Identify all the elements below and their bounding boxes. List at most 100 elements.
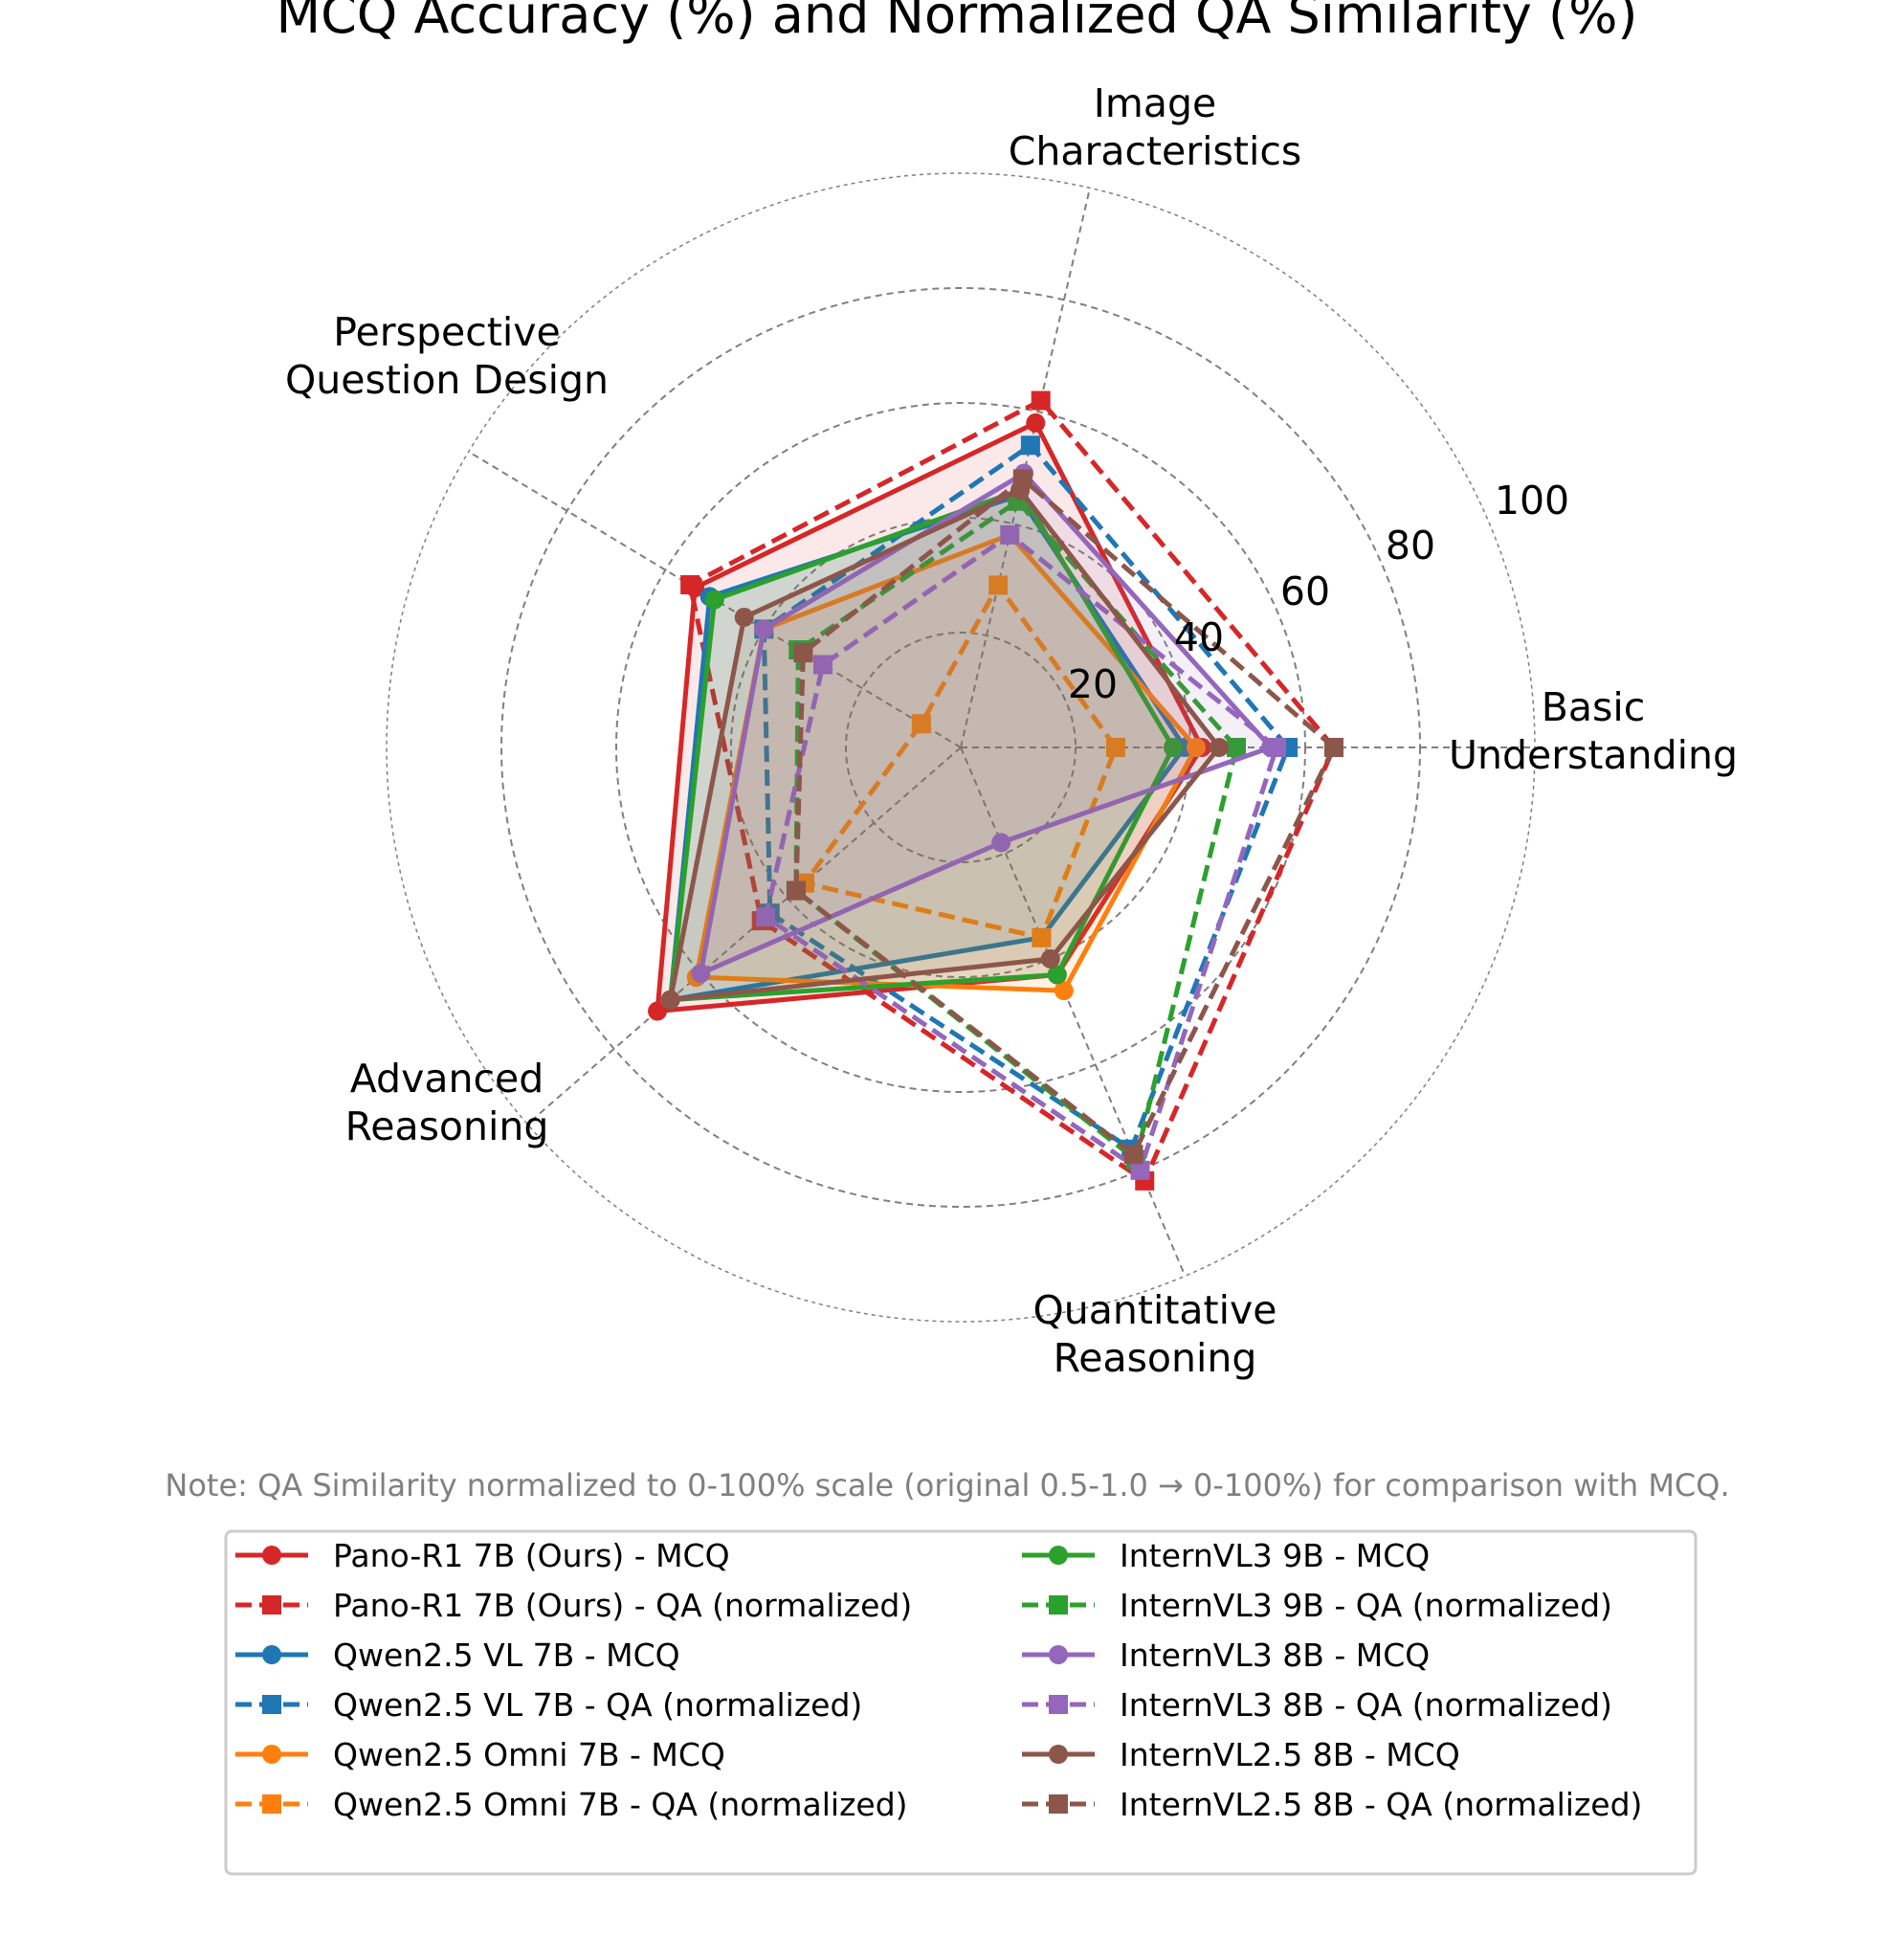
series-point [1026,412,1046,433]
legend-item: InternVL3 8B - QA (normalized) [1022,1686,1612,1724]
legend-item: Qwen2.5 VL 7B - QA (normalized) [235,1686,862,1724]
series-fill [670,490,1219,1000]
series-fill [696,534,1196,991]
series-point [691,964,711,984]
legend-item: Qwen2.5 VL 7B - MCQ [235,1637,680,1674]
legend-label: InternVL3 9B - MCQ [1120,1537,1430,1574]
legend-item: InternVL2.5 8B - MCQ [1022,1736,1460,1773]
radial-tick-labels: 20 40 60 80 100 [1068,478,1569,707]
radial-tick-label: 20 [1068,661,1118,707]
radial-tick-label: 60 [1280,568,1330,614]
series-point [1040,948,1060,969]
grid-spoke [526,746,962,1125]
legend-label: Pano-R1 7B (Ours) - MCQ [333,1537,730,1574]
series-point [1031,390,1051,411]
series-fill [700,473,1271,974]
axis-label: Perspective Question Design [285,309,609,403]
series-point [1210,738,1229,757]
series-point [786,880,806,901]
legend-marker [1049,1745,1068,1764]
radial-tick-label: 80 [1386,523,1435,568]
series-line [802,583,1119,941]
chart-note: Note: QA Similarity normalized to 0-100%… [165,1467,1729,1503]
legend-item: InternVL3 9B - QA (normalized) [1022,1587,1612,1624]
legend-label: InternVL3 8B - QA (normalized) [1120,1686,1612,1724]
legend-item: InternVL3 9B - MCQ [1022,1537,1430,1574]
series-point [1032,927,1052,947]
legend-frame [224,1529,1698,1876]
series-point [1020,435,1040,456]
series-line [668,487,1176,1003]
legend-item: Qwen2.5 Omni 7B - MCQ [235,1736,725,1773]
series-line [668,487,1222,1003]
series-point [756,907,776,927]
series-point [1047,965,1067,985]
series-point [812,655,832,675]
radial-tick-label: 100 [1495,478,1569,523]
series-point [988,575,1009,595]
series-point [1227,738,1246,757]
series-point [648,1001,668,1021]
series-point [704,590,724,610]
legend-label: Pano-R1 7B (Ours) - QA (normalized) [333,1587,912,1624]
series-point [1123,1145,1143,1165]
axis-label: Quantitative Reasoning [1033,1287,1277,1381]
grid-spoke [468,451,962,748]
series-point [991,833,1011,853]
legend-label: Qwen2.5 VL 7B - MCQ [333,1637,680,1674]
legend-marker [1049,1595,1068,1615]
legend-item: Qwen2.5 Omni 7B - QA (normalized) [235,1786,908,1823]
series-point [1164,738,1183,757]
radar-series [648,390,1343,1191]
legend-marker [262,1745,281,1764]
series-point [754,619,774,639]
radial-tick-label: 40 [1174,614,1224,660]
series-line [698,471,1274,976]
series-point [1187,738,1206,757]
series-point [1267,738,1286,757]
legend-marker [262,1546,281,1565]
series-line [761,442,1291,1152]
legend-item: InternVL3 8B - MCQ [1022,1637,1430,1674]
grid-ring [386,172,1536,1323]
legend-marker [1049,1794,1068,1814]
series-line [687,398,1337,1184]
series-line [793,476,1337,1157]
legend-marker [262,1645,281,1664]
chart-title: MCQ Accuracy (%) and Normalized QA Simil… [277,0,1638,45]
legend-label: InternVL3 9B - QA (normalized) [1120,1587,1612,1624]
series-point [1054,981,1074,1001]
legend-item: Pano-R1 7B (Ours) - MCQ [235,1537,730,1574]
series-point [793,643,813,663]
axis-label: Advanced Reasoning [345,1056,549,1149]
legend-item: InternVL2.5 8B - QA (normalized) [1022,1786,1642,1823]
series-point [1012,469,1032,489]
legend-item: Pano-R1 7B (Ours) - QA (normalized) [235,1587,912,1624]
series-point [660,990,680,1010]
series-point [911,714,931,734]
legend-marker [262,1595,281,1615]
series-point [680,575,700,595]
series-point [1324,738,1343,757]
chart-legend: Pano-R1 7B (Ours) - MCQ Pano-R1 7B (Ours)… [224,1529,1698,1876]
series-line [655,420,1205,1013]
legend-label: InternVL2.5 8B - QA (normalized) [1120,1786,1642,1823]
legend-marker [262,1794,281,1814]
legend-label: InternVL2.5 8B - MCQ [1120,1736,1460,1773]
series-line [793,499,1239,1163]
axis-labels: Basic Understanding Image Characteristics Pe… [285,80,1738,1381]
legend-label: Qwen2.5 VL 7B - QA (normalized) [333,1686,862,1724]
series-point [1000,524,1020,545]
legend-label: InternVL3 8B - MCQ [1120,1637,1430,1674]
legend-label: Qwen2.5 Omni 7B - MCQ [333,1736,725,1773]
legend-marker [262,1695,281,1714]
legend-label: Qwen2.5 Omni 7B - QA (normalized) [333,1786,908,1823]
series-point [734,608,754,628]
series-point [1130,1160,1150,1180]
legend-marker [1049,1695,1068,1714]
legend-marker [1049,1546,1068,1565]
axis-label: Image Characteristics [1009,80,1302,174]
series-point [1106,738,1125,757]
legend-marker [1049,1645,1068,1664]
